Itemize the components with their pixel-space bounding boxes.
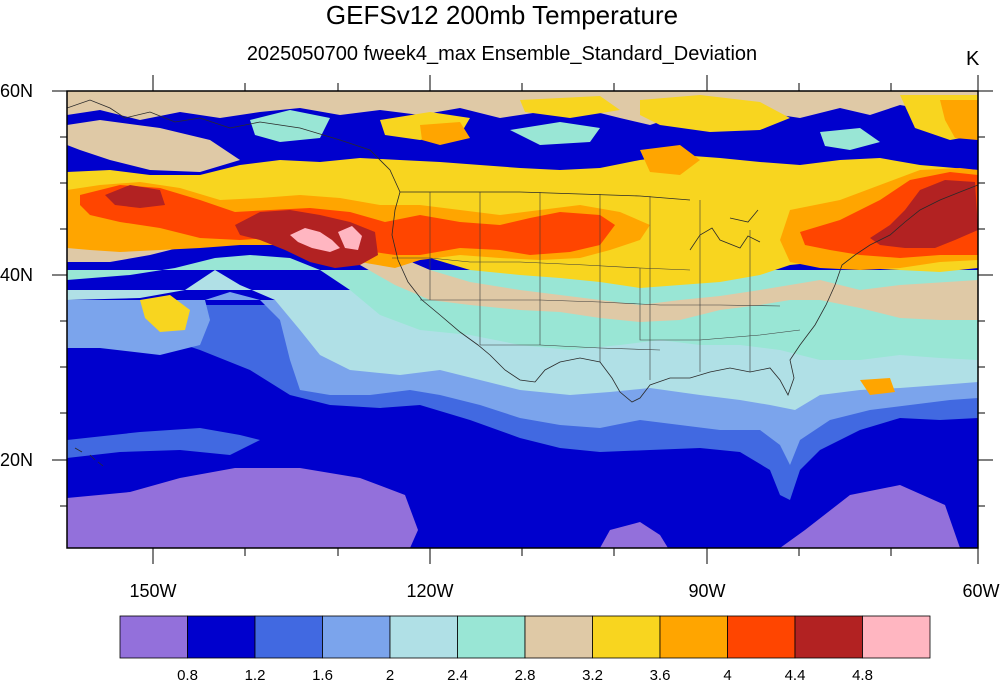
contour-band-4 [640, 145, 700, 175]
contour-band-0-8 [780, 485, 960, 548]
units-label: K [966, 48, 980, 70]
contour-band-above-4-8 [290, 228, 340, 252]
colorbar-label: 4.8 [852, 667, 873, 683]
lat-label: 60N [0, 81, 33, 101]
lat-label: 40N [0, 265, 33, 285]
colorbar-swatch [862, 615, 931, 659]
colorbar-label: 3.6 [650, 667, 671, 683]
contour-band-4-4 [80, 185, 615, 255]
colorbar-label: 0.8 [177, 667, 198, 683]
state-borders [392, 192, 801, 380]
colorbar-label: 1.6 [312, 667, 333, 683]
colorbar-swatch [659, 615, 728, 659]
contour-band-3-6 [520, 96, 620, 118]
colorbar-swatch [254, 615, 323, 659]
map-title: GEFSv12 200mb Temperature [325, 0, 679, 30]
colorbar-swatch [389, 615, 458, 659]
colorbar: 0.8 1.2 1.6 2 2.4 2.8 3.2 3.6 4 4.4 4.8 [119, 615, 931, 683]
contour-band-2-8 [820, 128, 880, 150]
contour-band-above-4-8 [338, 226, 362, 250]
lat-label: 20N [0, 450, 33, 470]
colorbar-label: 2 [386, 667, 394, 683]
colorbar-label: 1.2 [245, 667, 266, 683]
contour-band-0-8 [600, 522, 668, 548]
contour-band-2-8 [510, 122, 600, 145]
colorbar-swatch [119, 615, 188, 659]
contour-band-3-6 [640, 95, 790, 132]
contour-band-3-2 [67, 120, 240, 172]
contour-band-4 [420, 122, 470, 145]
colorbar-label: 4.4 [785, 667, 806, 683]
colorbar-swatch [187, 615, 256, 659]
filled-contours [67, 91, 978, 548]
contour-band-0-8 [67, 468, 418, 548]
contour-band-4-8 [105, 185, 165, 208]
contour-band-1-6 [67, 428, 260, 458]
colorbar-label: 2.4 [447, 667, 468, 683]
contour-band-3-6 [140, 295, 190, 332]
contour-band-4 [860, 378, 895, 395]
lon-label: 150W [129, 581, 176, 601]
colorbar-swatch [794, 615, 863, 659]
map-subtitle: 2025050700 fweek4_max Ensemble_Standard_… [246, 43, 758, 65]
colorbar-label: 4 [723, 667, 731, 683]
lon-label: 90W [688, 581, 725, 601]
colorbar-swatch [524, 615, 593, 659]
colorbar-label: 3.2 [582, 667, 603, 683]
contour-band-4 [940, 100, 978, 140]
contour-band-2-8 [250, 110, 330, 142]
contour-band-4-8 [870, 180, 978, 248]
colorbar-swatch [457, 615, 526, 659]
axis-ticks [52, 75, 993, 564]
colorbar-label: 2.8 [515, 667, 536, 683]
colorbar-swatch [322, 615, 391, 659]
colorbar-swatch [592, 615, 661, 659]
contour-band-3-2 [67, 91, 978, 125]
colorbar-swatch [727, 615, 796, 659]
lon-label: 60W [962, 581, 999, 601]
lon-label: 120W [406, 581, 453, 601]
